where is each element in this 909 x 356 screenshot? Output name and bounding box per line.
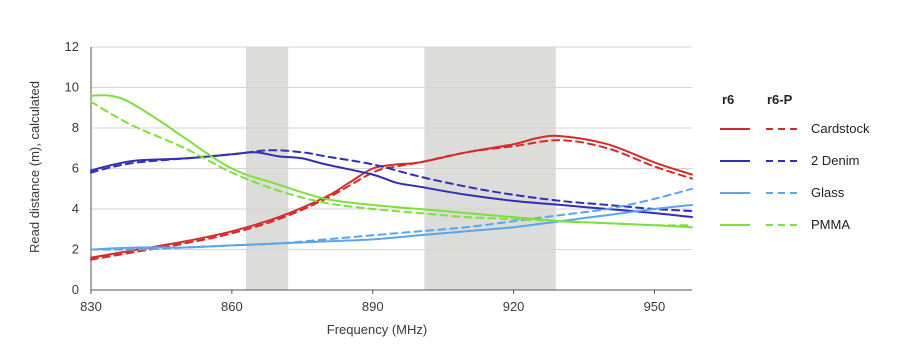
legend-header-r6: r6 <box>722 92 734 107</box>
legend-label-2-denim: 2 Denim <box>811 153 859 168</box>
x-tick-label: 890 <box>362 299 384 314</box>
tick-labels: 0 2 4 6 8 10 12 830 860 890 920 950 <box>65 39 666 314</box>
legend-label-pmma: PMMA <box>811 217 850 232</box>
legend-label-cardstock: Cardstock <box>811 121 870 136</box>
y-tick-label: 4 <box>72 201 79 216</box>
y-tick-label: 6 <box>72 161 79 176</box>
series-line-2-denim-r6-p <box>90 149 693 212</box>
series-line-cardstock-r6-p <box>90 139 693 261</box>
y-tick-label: 12 <box>65 39 79 54</box>
x-axis-label: Frequency (MHz) <box>327 322 427 337</box>
y-tick-label: 10 <box>65 80 79 95</box>
series-line-cardstock-r6 <box>90 134 693 259</box>
y-axis-label: Read distance (m), calculated <box>27 81 42 253</box>
x-tick-label: 860 <box>221 299 243 314</box>
x-tick-label: 950 <box>644 299 666 314</box>
series-layer <box>90 94 693 261</box>
series-line-pmma-r6-p <box>90 100 693 227</box>
y-tick-label: 2 <box>72 242 79 257</box>
y-tick-label: 0 <box>72 282 79 297</box>
x-tick-label: 920 <box>503 299 525 314</box>
gridlines <box>91 46 692 250</box>
x-tick-label: 830 <box>80 299 102 314</box>
legend-header-r6-p: r6-P <box>767 92 793 107</box>
legend: r6 r6-P Cardstock 2 Denim Glass PMMA <box>720 92 870 232</box>
y-tick-label: 8 <box>72 120 79 135</box>
legend-label-glass: Glass <box>811 185 845 200</box>
series-line-glass-r6-p <box>90 187 693 251</box>
